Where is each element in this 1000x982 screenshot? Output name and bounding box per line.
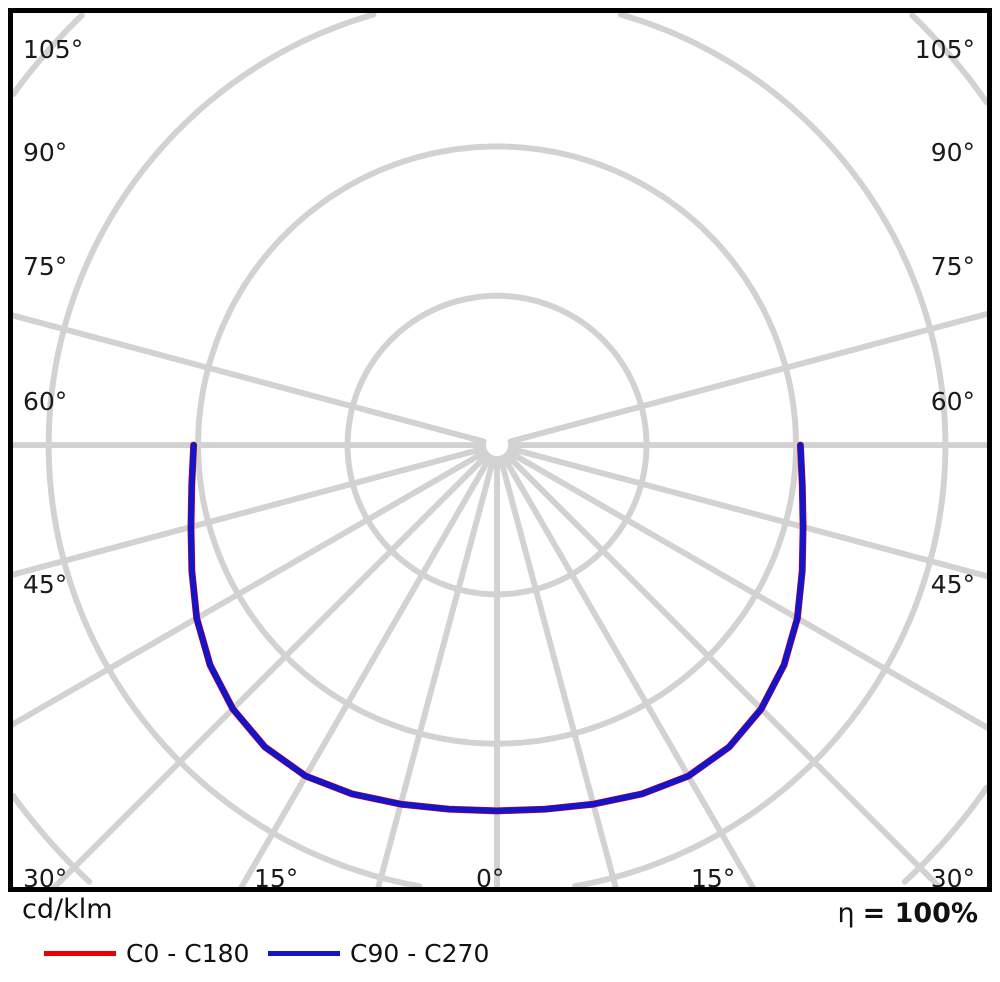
axis-label-left-90: 90° bbox=[23, 138, 68, 167]
legend-item-c0-c180[interactable]: C0 - C180 bbox=[44, 936, 249, 970]
grid-spoke--45 bbox=[50, 451, 491, 887]
grid-spoke-60 bbox=[506, 449, 987, 731]
axis-label-bottom-left-15: 15° bbox=[254, 864, 299, 893]
grid-spoke-75 bbox=[507, 445, 987, 580]
grid-spoke-105 bbox=[507, 310, 987, 445]
grid-spoke--30 bbox=[238, 454, 494, 887]
legend-swatch-c90-c270 bbox=[268, 950, 340, 956]
grid-ring-3-seg-1 bbox=[571, 13, 949, 887]
legend-swatch-c0-c180 bbox=[44, 950, 116, 956]
polar-grid-and-curves bbox=[13, 13, 987, 887]
grid-ring-3-seg-0 bbox=[45, 13, 423, 887]
grid-spoke-30 bbox=[500, 454, 756, 887]
grid-ring-4-seg-0 bbox=[13, 13, 85, 98]
legend-label-c0-c180: C0 - C180 bbox=[126, 938, 250, 968]
legend-item-c90-c270[interactable]: C90 - C270 bbox=[268, 936, 489, 970]
grid-ring-4-seg-1 bbox=[13, 793, 93, 885]
grid-spoke--75 bbox=[13, 445, 487, 578]
axis-label-left-30: 30° bbox=[23, 864, 68, 893]
axis-label-left-75: 75° bbox=[23, 252, 68, 281]
axis-label-right-30: 30° bbox=[930, 864, 975, 893]
axis-label-bottom-0: 0° bbox=[476, 864, 505, 893]
legend-area: cd/klm η = 100% C0 - C180 C90 - C270 bbox=[0, 892, 1000, 982]
eta-symbol: η bbox=[837, 898, 855, 929]
legend-row: C0 - C180 C90 - C270 bbox=[22, 936, 982, 970]
axis-label-left-60: 60° bbox=[23, 387, 68, 416]
grid-ring-4-seg-3 bbox=[909, 13, 987, 106]
polar-grid bbox=[13, 13, 987, 887]
grid-spoke--15 bbox=[375, 455, 497, 887]
grid-spoke-15 bbox=[497, 455, 619, 887]
plot-frame: 105° 90° 75° 60° 45° 30° 105° 90° 75° 60… bbox=[8, 8, 992, 893]
photometric-curves bbox=[187, 441, 807, 815]
efficiency-label: η = 100% bbox=[837, 898, 978, 929]
legend-label-c90-c270: C90 - C270 bbox=[350, 938, 490, 968]
units-label: cd/klm bbox=[22, 894, 113, 925]
curve-c90-c270 bbox=[188, 442, 807, 814]
axis-label-right-45: 45° bbox=[930, 570, 975, 599]
axis-label-left-45: 45° bbox=[23, 570, 68, 599]
grid-ring-1-seg-0 bbox=[344, 292, 650, 598]
axis-label-right-90: 90° bbox=[930, 138, 975, 167]
grid-spoke--60 bbox=[13, 449, 489, 728]
axis-label-right-105: 105° bbox=[914, 35, 975, 64]
axis-label-bottom-right-15: 15° bbox=[691, 864, 736, 893]
axis-label-left-105: 105° bbox=[23, 35, 84, 64]
efficiency-value: = 100% bbox=[862, 898, 978, 929]
axis-label-right-75: 75° bbox=[930, 252, 975, 281]
grid-spoke-45 bbox=[503, 451, 944, 887]
grid-spoke--105 bbox=[13, 312, 487, 445]
grid-ring-2-seg-0 bbox=[195, 143, 799, 747]
grid-ring-4-seg-2 bbox=[901, 784, 987, 885]
axis-label-right-60: 60° bbox=[930, 387, 975, 416]
